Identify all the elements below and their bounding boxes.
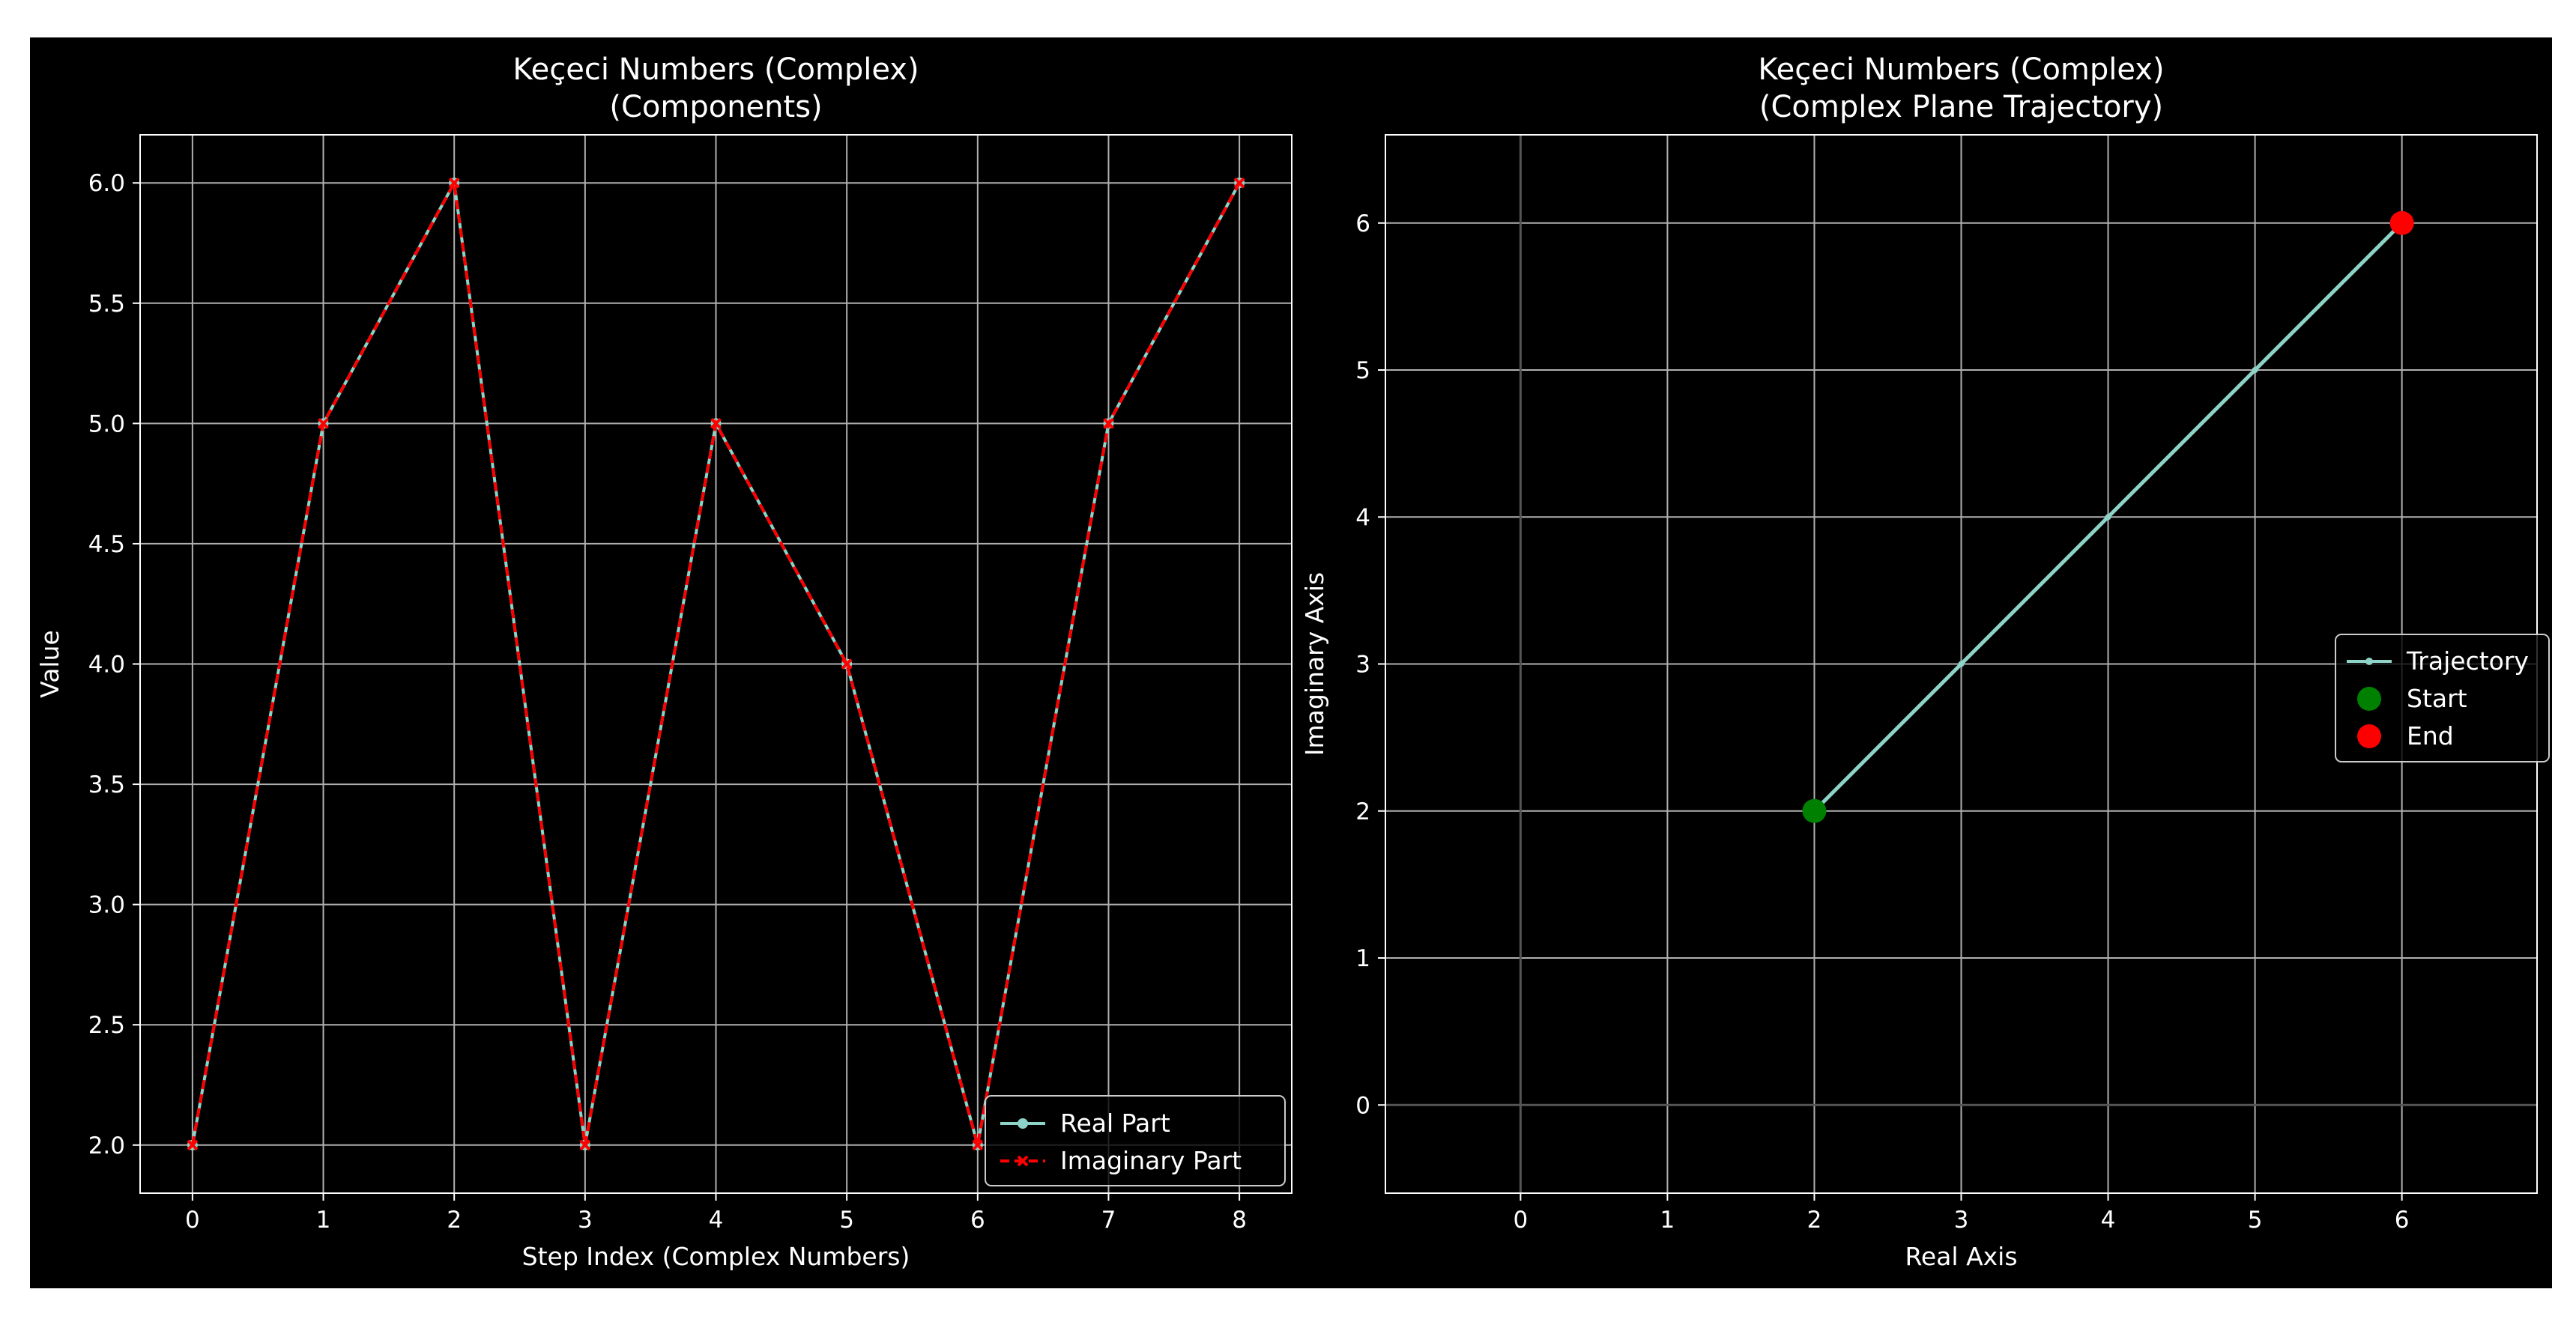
x-tick-label: 1 <box>316 1207 331 1234</box>
x-tick-label: 5 <box>2248 1207 2263 1234</box>
components-series <box>187 177 1245 1151</box>
x-tick-label: 6 <box>2395 1207 2410 1234</box>
y-tick-label: 3.5 <box>88 771 125 798</box>
trajectory-point <box>2252 367 2258 373</box>
complex-plane-title-line2: (Complex Plane Trajectory) <box>1759 90 2163 124</box>
components-title-line1: Keçeci Numbers (Complex) <box>513 52 919 87</box>
x-tick-label: 2 <box>447 1207 462 1234</box>
y-tick-label: 0 <box>1355 1092 1370 1119</box>
legend-marker-start <box>2357 687 2381 711</box>
legend-marker-end <box>2357 724 2381 748</box>
complex-plane-grid <box>1385 135 2537 1193</box>
legend-entry-start: Start <box>2357 684 2467 713</box>
complex-plane-title-line1: Keçeci Numbers (Complex) <box>1758 52 2164 87</box>
y-tick-label: 2 <box>1355 798 1370 825</box>
legend-entry-end: End <box>2357 721 2454 751</box>
x-tick-label: 4 <box>2101 1207 2116 1234</box>
x-tick-label: 7 <box>1101 1207 1116 1234</box>
y-tick-label: 5.0 <box>88 410 125 437</box>
trajectory-point <box>2105 514 2111 521</box>
y-tick-label: 3 <box>1355 652 1370 679</box>
legend-marker-trajectory <box>2365 658 2373 665</box>
components-grid <box>140 135 1292 1193</box>
y-tick-label: 4 <box>1355 504 1370 531</box>
legend-label-trajectory: Trajectory <box>2406 646 2529 676</box>
complex-plane-x-axis-label: Real Axis <box>1905 1242 2017 1271</box>
point-imaginary-part <box>1103 417 1114 429</box>
x-tick-label: 2 <box>1807 1207 1822 1234</box>
trajectory-point <box>1958 661 1965 667</box>
components-legend: Real Part Imaginary Part <box>985 1095 1286 1186</box>
y-tick-label: 6 <box>1355 210 1370 237</box>
y-tick-label: 2.0 <box>88 1132 125 1159</box>
complex-plane-legend-box <box>2335 634 2550 762</box>
legend-entry-imaginary-part: Imaginary Part <box>1000 1146 1242 1175</box>
y-tick-label: 2.5 <box>88 1012 125 1039</box>
point-imaginary-part <box>318 417 329 429</box>
x-tick-label: 6 <box>970 1207 985 1234</box>
x-tick-label: 3 <box>578 1207 593 1234</box>
legend-label-start: Start <box>2407 684 2467 713</box>
components-x-axis-label: Step Index (Complex Numbers) <box>522 1242 910 1271</box>
x-tick-label: 5 <box>839 1207 854 1234</box>
legend-entry-trajectory: Trajectory <box>2347 646 2529 676</box>
x-tick-label: 0 <box>185 1207 200 1234</box>
point-imaginary-part <box>841 658 853 670</box>
legend-label-imaginary-part: Imaginary Part <box>1060 1146 1242 1175</box>
y-tick-label: 6.0 <box>88 170 125 197</box>
end-point <box>2389 210 2414 235</box>
y-tick-label: 5.5 <box>88 291 125 318</box>
y-tick-label: 3.0 <box>88 892 125 919</box>
complex-plane-legend: Trajectory Start End <box>2335 634 2550 762</box>
chart-canvas: 0 1 2 3 4 5 6 7 8 2.0 2.5 3.0 3.5 4.0 4.5 5.0 5.5 6.0 Keç… <box>35 52 2550 1271</box>
x-tick-label: 3 <box>1954 1207 1969 1234</box>
point-imaginary-part <box>710 417 722 429</box>
complex-plane-ticks: 0 1 2 3 4 5 6 0 1 2 3 4 5 6 <box>1355 210 2409 1234</box>
components-y-axis-label: Value <box>35 630 64 698</box>
figure: 0 1 2 3 4 5 6 7 8 2.0 2.5 3.0 3.5 4.0 4.5 5.0 5.5 6.0 Keç… <box>30 37 2552 1288</box>
components-chart: 0 1 2 3 4 5 6 7 8 2.0 2.5 3.0 3.5 4.0 4.5 5.0 5.5 6.0 Keç… <box>35 52 1292 1271</box>
x-tick-label: 1 <box>1660 1207 1675 1234</box>
y-tick-label: 5 <box>1355 357 1370 384</box>
start-point <box>1802 798 1827 823</box>
point-imaginary-part <box>448 177 460 189</box>
components-title-line2: (Components) <box>609 90 822 124</box>
x-tick-label: 8 <box>1232 1207 1247 1234</box>
point-imaginary-part <box>187 1139 199 1151</box>
point-imaginary-part <box>972 1139 984 1151</box>
y-tick-label: 1 <box>1355 945 1370 972</box>
point-imaginary-part <box>1233 177 1245 189</box>
y-tick-label: 4.0 <box>88 652 125 679</box>
x-tick-label: 4 <box>709 1207 724 1234</box>
complex-plane-y-axis-label: Imaginary Axis <box>1300 572 1329 756</box>
point-imaginary-part <box>579 1139 591 1151</box>
complex-plane-series <box>1802 210 2414 823</box>
legend-entry-real-part: Real Part <box>1000 1109 1170 1138</box>
x-tick-label: 0 <box>1513 1207 1528 1234</box>
y-tick-label: 4.5 <box>88 531 125 558</box>
components-legend-box <box>985 1095 1286 1186</box>
legend-marker-imaginary-part <box>1017 1155 1029 1167</box>
legend-label-real-part: Real Part <box>1060 1109 1170 1138</box>
legend-label-end: End <box>2407 721 2454 751</box>
legend-marker-real-part <box>1018 1118 1028 1129</box>
components-ticks: 0 1 2 3 4 5 6 7 8 2.0 2.5 3.0 3.5 4.0 4.5 5.0 5.5 6.0 <box>88 170 1247 1234</box>
